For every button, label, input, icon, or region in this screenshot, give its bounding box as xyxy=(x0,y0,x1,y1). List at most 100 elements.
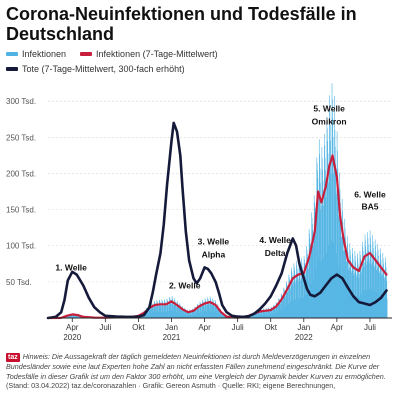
infection-bar xyxy=(301,262,303,318)
infection-bar xyxy=(378,256,379,318)
infection-bar xyxy=(379,271,381,318)
legend-label-infections: Infektionen xyxy=(22,48,67,59)
infection-bar xyxy=(163,311,165,318)
infection-bar xyxy=(156,306,157,318)
infection-bar xyxy=(281,297,283,318)
infection-bar xyxy=(269,311,271,318)
infection-bar xyxy=(186,315,187,318)
infection-bar xyxy=(168,311,170,318)
infection-bar xyxy=(284,290,285,318)
infection-bar xyxy=(281,295,283,318)
infection-bar xyxy=(197,304,199,318)
infection-bar xyxy=(256,311,257,318)
infection-bar xyxy=(177,302,178,318)
infection-bar xyxy=(301,266,303,318)
infection-bar xyxy=(264,311,266,318)
infection-bar xyxy=(260,312,261,318)
infection-bar xyxy=(214,311,215,318)
infection-bar xyxy=(329,95,330,319)
infection-bar xyxy=(184,311,185,318)
y-tick-label: 250 Tsd. xyxy=(6,133,36,142)
infection-bar xyxy=(277,311,279,318)
infection-bar xyxy=(262,311,264,318)
infection-bar xyxy=(306,246,307,318)
infection-bar xyxy=(366,261,368,318)
infection-bar xyxy=(372,241,374,318)
infection-bar xyxy=(308,259,310,318)
infection-bar xyxy=(189,312,190,318)
infection-bar xyxy=(288,289,289,318)
infection-bar xyxy=(217,305,219,318)
infection-bar xyxy=(217,308,218,318)
infection-bar xyxy=(177,305,179,318)
legend-label-deaths: Tote (7-Tage-Mittelwert, 300-fach erhöht… xyxy=(22,63,185,74)
infection-bar xyxy=(267,311,269,318)
infection-bar xyxy=(181,305,183,318)
infection-bar xyxy=(219,311,221,318)
infection-bar xyxy=(192,308,193,318)
infection-bar xyxy=(365,246,367,318)
infection-bar xyxy=(299,271,301,318)
infection-bar xyxy=(277,306,278,318)
infection-bar xyxy=(69,316,71,318)
infection-bar xyxy=(217,304,219,318)
infection-bar xyxy=(181,313,182,318)
infection-bar xyxy=(183,314,185,318)
infection-bar xyxy=(188,312,190,318)
infection-bar xyxy=(221,313,223,318)
infection-bar xyxy=(339,188,341,318)
infection-bar xyxy=(358,278,360,318)
infection-bar xyxy=(314,202,315,318)
infection-bar xyxy=(222,312,224,318)
infection-bar xyxy=(291,270,293,318)
infection-bar xyxy=(209,303,211,318)
infection-bar xyxy=(324,133,325,318)
infection-bar xyxy=(150,308,152,318)
infection-bar xyxy=(210,301,212,318)
infection-bar xyxy=(184,307,186,318)
infection-bar xyxy=(268,309,270,318)
infection-bar xyxy=(175,306,177,318)
infection-bar xyxy=(178,308,179,318)
infection-bar xyxy=(272,309,274,318)
infection-bar xyxy=(218,307,219,318)
infection-bar xyxy=(167,302,169,318)
infection-bar xyxy=(212,298,214,318)
infection-bar xyxy=(289,279,290,318)
infection-bar xyxy=(312,230,314,318)
infection-bar xyxy=(318,197,320,318)
footer-source: (Stand: 03.04.2022) taz.de/coronazahlen … xyxy=(6,381,336,391)
infection-bar xyxy=(281,294,282,318)
taz-badge: taz xyxy=(6,353,20,363)
infection-bar xyxy=(263,308,264,318)
infection-bar xyxy=(196,313,198,318)
infection-bar xyxy=(300,278,302,318)
infection-bar xyxy=(164,300,166,318)
infection-bar xyxy=(324,145,326,318)
infection-bar xyxy=(324,157,326,318)
infection-bar xyxy=(266,308,267,318)
infection-bar xyxy=(344,228,346,318)
infection-bar xyxy=(303,256,305,318)
infection-bar xyxy=(169,299,171,318)
infection-bar xyxy=(386,298,388,318)
infection-bar xyxy=(167,299,168,318)
infection-bar xyxy=(74,315,75,318)
infection-bar xyxy=(218,308,220,318)
infection-bar xyxy=(290,301,292,318)
infection-bar xyxy=(375,252,377,318)
infection-bar xyxy=(215,303,217,318)
infection-bar xyxy=(190,310,191,318)
infection-bar xyxy=(309,238,311,318)
infection-bar xyxy=(200,302,201,318)
infection-bar xyxy=(374,291,375,318)
infection-bar xyxy=(196,309,197,318)
infection-bar xyxy=(204,298,206,318)
legend-item-deaths: Tote (7-Tage-Mittelwert, 300-fach erhöht… xyxy=(6,64,185,74)
infection-bar xyxy=(321,158,323,318)
infection-bar xyxy=(359,274,360,318)
chart-title: Corona-Neuinfektionen und Todesfälle in … xyxy=(6,4,357,44)
infection-bar xyxy=(329,110,331,319)
infection-bar xyxy=(357,253,358,318)
infection-bar xyxy=(336,131,338,318)
